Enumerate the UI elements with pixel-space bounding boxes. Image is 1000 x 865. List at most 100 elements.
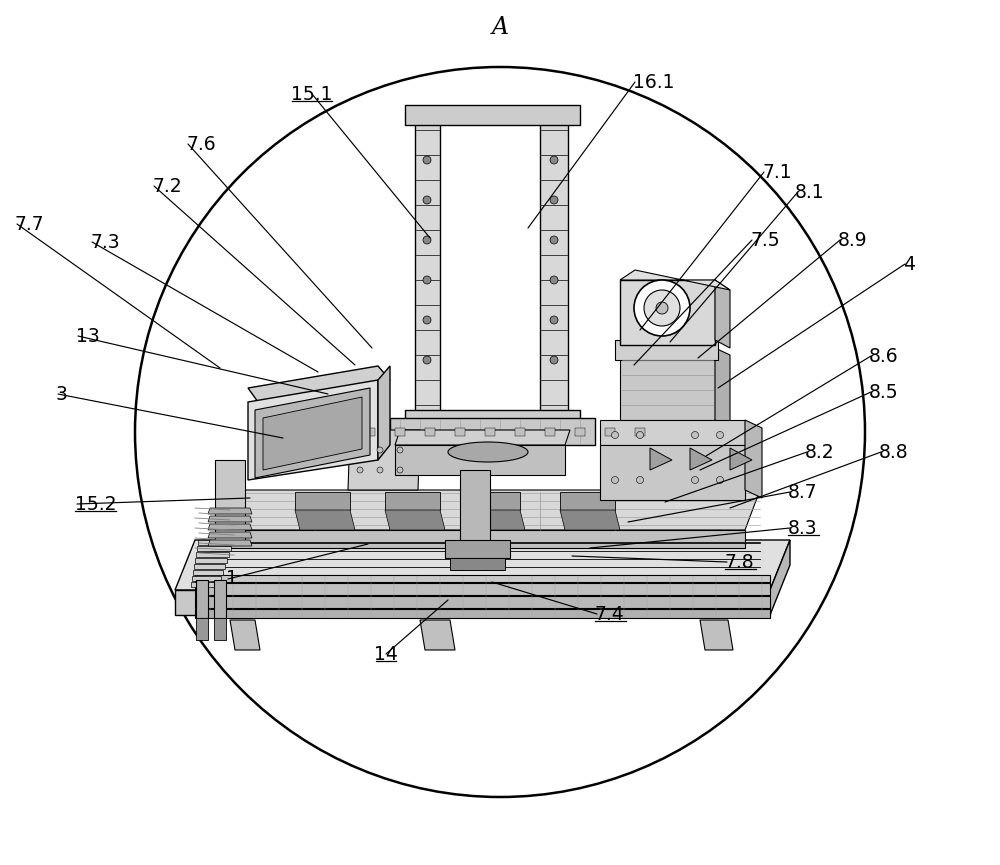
Polygon shape [208, 516, 252, 522]
Text: 3: 3 [56, 385, 68, 403]
Circle shape [637, 432, 644, 439]
Polygon shape [405, 410, 580, 430]
Text: 8.6: 8.6 [869, 347, 899, 366]
Polygon shape [192, 576, 221, 581]
Circle shape [692, 432, 698, 439]
Text: 7.4: 7.4 [595, 605, 625, 624]
Bar [605, 428, 615, 436]
Polygon shape [175, 590, 770, 615]
Circle shape [377, 447, 383, 453]
Polygon shape [615, 340, 718, 360]
Polygon shape [465, 492, 520, 510]
Polygon shape [450, 558, 505, 570]
Polygon shape [600, 420, 745, 445]
Polygon shape [248, 366, 390, 402]
Circle shape [550, 276, 558, 284]
Polygon shape [465, 510, 525, 530]
Polygon shape [715, 280, 730, 348]
Bar [575, 428, 585, 436]
Circle shape [637, 477, 644, 484]
Text: 7.2: 7.2 [152, 176, 182, 195]
Polygon shape [195, 609, 770, 618]
Polygon shape [420, 620, 455, 650]
Bar [395, 428, 405, 436]
Circle shape [550, 236, 558, 244]
Polygon shape [560, 510, 620, 530]
Polygon shape [600, 445, 745, 500]
Polygon shape [248, 380, 378, 480]
Polygon shape [230, 620, 260, 650]
Bar [365, 428, 375, 436]
Text: 7.1: 7.1 [762, 163, 792, 182]
Circle shape [716, 477, 724, 484]
Circle shape [377, 467, 383, 473]
Polygon shape [560, 492, 615, 510]
Polygon shape [195, 558, 227, 563]
Polygon shape [191, 582, 219, 587]
Polygon shape [395, 430, 570, 445]
Polygon shape [390, 418, 595, 445]
Text: 1: 1 [226, 569, 238, 588]
Ellipse shape [448, 442, 528, 462]
Bar [545, 428, 555, 436]
Circle shape [423, 276, 431, 284]
Circle shape [397, 467, 403, 473]
Polygon shape [195, 575, 770, 582]
Polygon shape [195, 583, 770, 595]
Text: 13: 13 [76, 326, 100, 345]
Polygon shape [198, 540, 233, 545]
Polygon shape [405, 105, 580, 125]
Polygon shape [215, 460, 245, 545]
Circle shape [423, 236, 431, 244]
Polygon shape [255, 388, 370, 478]
Circle shape [423, 356, 431, 364]
Text: 8.7: 8.7 [788, 483, 818, 502]
Text: 7.5: 7.5 [750, 230, 780, 249]
Text: 8.8: 8.8 [879, 443, 909, 462]
Polygon shape [620, 280, 715, 345]
Polygon shape [395, 445, 565, 475]
Polygon shape [445, 540, 510, 558]
Polygon shape [193, 570, 223, 575]
Text: 16.1: 16.1 [633, 73, 674, 92]
Polygon shape [196, 580, 208, 618]
Polygon shape [540, 110, 568, 420]
Text: 14: 14 [374, 644, 398, 663]
Polygon shape [730, 448, 752, 470]
Polygon shape [195, 596, 770, 608]
Text: 8.5: 8.5 [869, 382, 899, 401]
Text: 15.2: 15.2 [75, 495, 116, 514]
Polygon shape [295, 510, 355, 530]
Circle shape [550, 316, 558, 324]
Polygon shape [295, 492, 350, 510]
Text: A: A [492, 16, 509, 40]
Text: 8.1: 8.1 [795, 183, 825, 202]
Text: 8.9: 8.9 [838, 230, 868, 249]
Polygon shape [208, 540, 252, 546]
Polygon shape [378, 366, 390, 460]
Polygon shape [214, 580, 226, 618]
Circle shape [550, 196, 558, 204]
Text: 8.3: 8.3 [788, 518, 818, 537]
Circle shape [550, 156, 558, 164]
Polygon shape [175, 540, 790, 590]
Text: 4: 4 [903, 254, 915, 273]
Bar [455, 428, 465, 436]
Circle shape [692, 477, 698, 484]
Circle shape [423, 156, 431, 164]
Polygon shape [196, 552, 229, 557]
Text: 8.2: 8.2 [805, 443, 835, 462]
Polygon shape [208, 508, 252, 514]
Circle shape [612, 477, 618, 484]
Bar [305, 428, 315, 436]
Bar [485, 428, 495, 436]
Polygon shape [225, 530, 745, 548]
Polygon shape [385, 510, 445, 530]
Polygon shape [620, 348, 715, 420]
Polygon shape [715, 348, 730, 425]
Circle shape [423, 316, 431, 324]
Text: 7.6: 7.6 [186, 134, 216, 153]
Polygon shape [700, 620, 733, 650]
Circle shape [550, 356, 558, 364]
Polygon shape [415, 110, 440, 420]
